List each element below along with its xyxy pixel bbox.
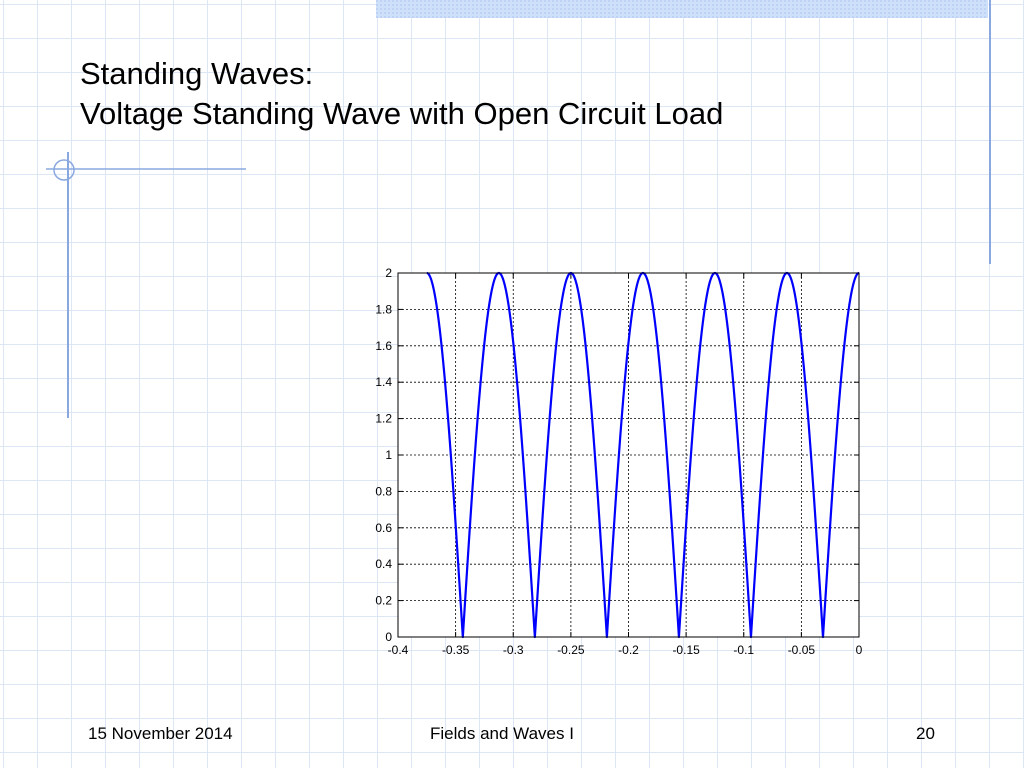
y-tick-label: 0.8 [375,484,392,498]
footer-page-number: 20 [916,724,935,743]
slide-title: Standing Waves: Voltage Standing Wave wi… [80,54,723,134]
y-tick-label: 0.6 [375,521,392,535]
plot-frame [397,272,860,638]
y-tick-label: 1.2 [375,412,392,426]
y-tick-label: 0 [385,630,392,644]
x-tick-label: -0.2 [618,643,639,657]
accent-circle-ornament [53,159,75,181]
x-tick-label: -0.05 [788,643,816,657]
x-tick-label: -0.35 [442,643,470,657]
y-tick-label: 1.4 [375,375,392,389]
slide-title-line-2: Voltage Standing Wave with Open Circuit … [80,96,724,131]
y-tick-label: 1.8 [375,302,392,316]
x-tick-label: -0.1 [733,643,754,657]
footer-date: 15 November 2014 [88,724,233,743]
slide-title-line-1: Standing Waves: [80,56,314,91]
footer-course-title: Fields and Waves I [430,724,574,743]
x-tick-label: 0 [856,643,863,657]
y-tick-label: 0.4 [375,557,392,571]
x-tick-label: -0.15 [672,643,700,657]
y-tick-label: 1.6 [375,339,392,353]
x-tick-label: -0.4 [388,643,409,657]
y-tick-label: 1 [385,448,392,462]
x-tick-label: -0.3 [503,643,524,657]
y-tick-label: 2 [385,266,392,280]
top-dotted-band-visible [376,0,988,18]
x-tick-label: -0.25 [557,643,585,657]
y-tick-label: 0.2 [375,594,392,608]
